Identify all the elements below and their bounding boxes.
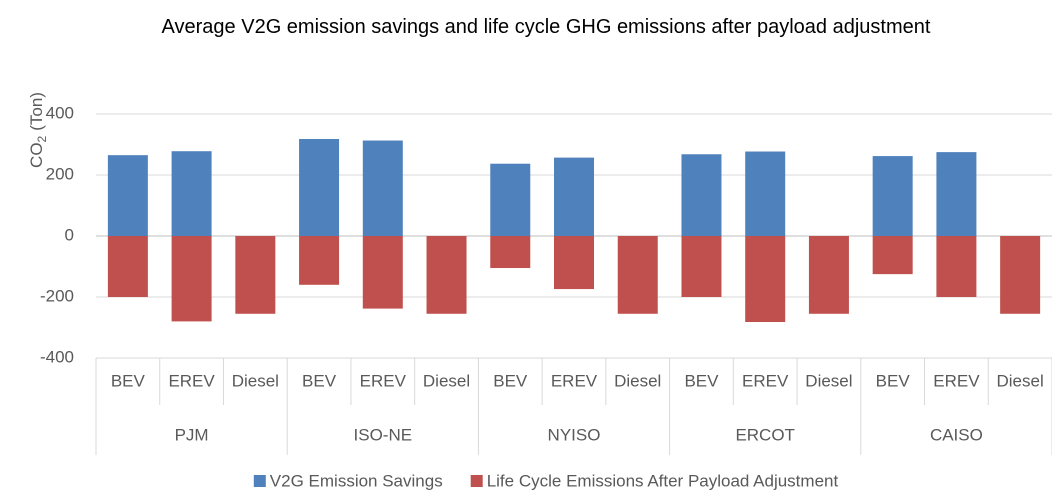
bar: [872, 156, 913, 236]
bar: [107, 155, 148, 236]
x-tick-label: EREV: [360, 371, 407, 390]
y-tick-label: -200: [40, 286, 74, 305]
x-tick-label: BEV: [684, 371, 719, 390]
bar: [362, 236, 403, 309]
legend-label: Life Cycle Emissions After Payload Adjus…: [487, 471, 839, 490]
bar: [936, 152, 977, 236]
x-tick-label: Diesel: [997, 371, 1044, 390]
x-tick-label: BEV: [493, 371, 528, 390]
x-tick-label: Diesel: [423, 371, 470, 390]
bar: [936, 236, 977, 297]
bar: [426, 236, 467, 314]
y-tick-label: 400: [46, 103, 74, 122]
bar: [554, 236, 594, 290]
group-label: NYISO: [548, 425, 601, 444]
group-label: ISO-NE: [354, 425, 413, 444]
bar: [554, 157, 594, 236]
bar: [490, 163, 531, 236]
group-label: PJM: [175, 425, 209, 444]
bar: [808, 236, 849, 314]
bar: [362, 140, 403, 236]
x-tick-label: BEV: [876, 371, 911, 390]
group-label: CAISO: [930, 425, 983, 444]
legend-swatch: [470, 475, 483, 487]
y-tick-label: 0: [65, 225, 74, 244]
x-tick-label: Diesel: [805, 371, 852, 390]
legend-swatch: [253, 475, 266, 487]
bar: [107, 236, 148, 297]
bar: [681, 154, 722, 236]
bar: [299, 236, 340, 285]
bar: [872, 236, 913, 275]
x-tick-label: EREV: [933, 371, 980, 390]
chart-title: Average V2G emission savings and life cy…: [162, 16, 931, 38]
bar: [745, 151, 786, 236]
x-tick-label: Diesel: [232, 371, 279, 390]
x-tick-label: EREV: [168, 371, 215, 390]
x-tick-label: BEV: [302, 371, 337, 390]
x-tick-label: Diesel: [614, 371, 661, 390]
x-tick-label: EREV: [742, 371, 789, 390]
bar: [1000, 236, 1041, 314]
bar: [171, 236, 212, 322]
x-tick-label: EREV: [551, 371, 598, 390]
bar: [490, 236, 531, 269]
y-axis-label: CO2 (Ton): [27, 92, 49, 168]
y-label-subscript: 2: [35, 135, 49, 142]
bar: [681, 236, 722, 297]
bar: [617, 236, 658, 314]
bar: [171, 151, 212, 236]
group-label: ERCOT: [735, 425, 795, 444]
y-tick-label: -400: [40, 347, 74, 366]
bar: [235, 236, 276, 314]
legend: V2G Emission Savings Life Cycle Emissions…: [253, 471, 839, 490]
legend-label: V2G Emission Savings: [270, 471, 443, 490]
y-label-text: CO: [27, 142, 46, 168]
bar: [745, 236, 786, 323]
y-label-suffix: (Ton): [27, 92, 46, 131]
x-tick-label: BEV: [111, 371, 146, 390]
y-tick-label: 200: [46, 164, 74, 183]
bar: [299, 139, 340, 236]
